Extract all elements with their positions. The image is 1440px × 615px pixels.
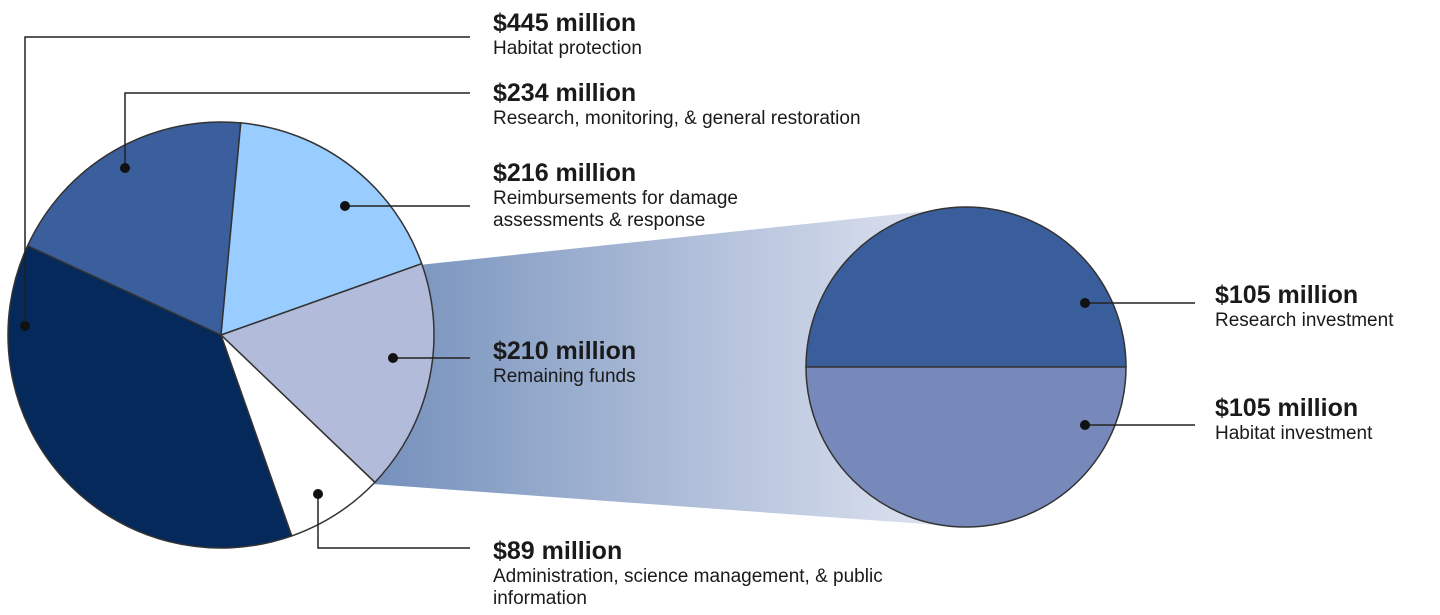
- pie-slice: [7, 244, 293, 549]
- category-label: Reimbursements for damage assessments & …: [493, 188, 738, 231]
- category-label: Administration, science management, & pu…: [493, 566, 883, 609]
- value-label: $210 million: [493, 337, 637, 365]
- pie-slice: [805, 206, 1127, 368]
- category-label: Research investment: [1215, 310, 1394, 331]
- pie-slice: [220, 122, 423, 337]
- pie-slice: [220, 334, 376, 537]
- leader-dot: [1080, 298, 1090, 308]
- slice-label: $445 million Habitat protection: [493, 8, 953, 60]
- leader-dot: [20, 321, 30, 331]
- slice-label: $89 million Administration, science manag…: [493, 536, 923, 610]
- slice-label: $234 million Research, monitoring, & gene…: [493, 78, 963, 130]
- slice-label: $105 million Research investment: [1215, 280, 1440, 332]
- zoom-band: [373, 207, 966, 527]
- value-label: $216 million: [493, 159, 637, 187]
- leader-line: [317, 494, 470, 549]
- slice-label: $216 million Reimbursements for damage as…: [493, 158, 813, 232]
- value-label: $89 million: [493, 537, 623, 565]
- leader-line: [24, 36, 470, 326]
- leader-dot: [313, 489, 323, 499]
- pie-slice: [805, 366, 1127, 528]
- value-label: $105 million: [1215, 394, 1359, 422]
- leader-dot: [388, 353, 398, 363]
- value-label: $445 million: [493, 9, 637, 37]
- slice-label: $210 million Remaining funds: [493, 336, 793, 388]
- slice-label: $105 million Habitat investment: [1215, 393, 1440, 445]
- leader-dot: [340, 201, 350, 211]
- category-label: Research, monitoring, & general restorat…: [493, 108, 861, 129]
- value-label: $105 million: [1215, 281, 1359, 309]
- leader-dot: [120, 163, 130, 173]
- category-label: Remaining funds: [493, 366, 636, 387]
- pie-slice: [219, 262, 435, 484]
- value-label: $234 million: [493, 79, 637, 107]
- pie-slice: [26, 121, 242, 337]
- category-label: Habitat protection: [493, 38, 642, 59]
- category-label: Habitat investment: [1215, 423, 1373, 444]
- leader-dot: [1080, 420, 1090, 430]
- leader-line: [124, 92, 470, 168]
